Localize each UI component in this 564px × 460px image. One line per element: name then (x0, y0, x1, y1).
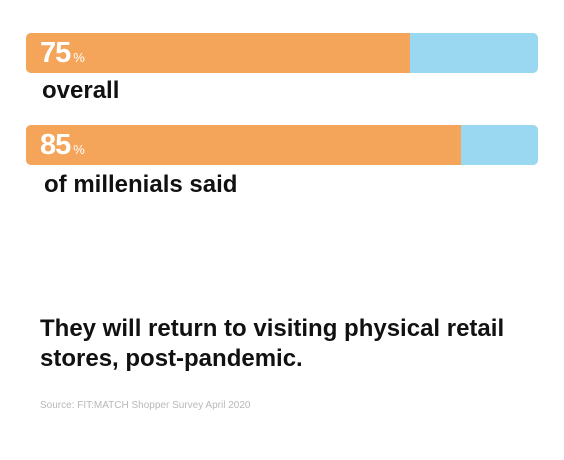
bar-label-millenials: of millenials said (44, 171, 238, 198)
bar-value-number-overall: 75 (40, 37, 71, 69)
bar-value-unit-millenials: % (73, 142, 85, 157)
bar-value-unit-overall: % (73, 50, 85, 65)
bar-fill-millenials (26, 125, 462, 165)
bar-value-millenials: 85% (40, 129, 85, 165)
headline: They will return to visiting physical re… (40, 315, 505, 372)
bar-value-number-millenials: 85 (40, 129, 71, 161)
bar-track-millenials: 85% (26, 125, 538, 165)
bar-value-overall: 75% (40, 37, 85, 73)
bar-label-overall: overall (42, 77, 120, 104)
bar-fill-overall (26, 33, 410, 73)
bar-track-overall: 75% (26, 33, 538, 73)
source-note: Source: FIT:MATCH Shopper Survey April 2… (40, 400, 251, 411)
